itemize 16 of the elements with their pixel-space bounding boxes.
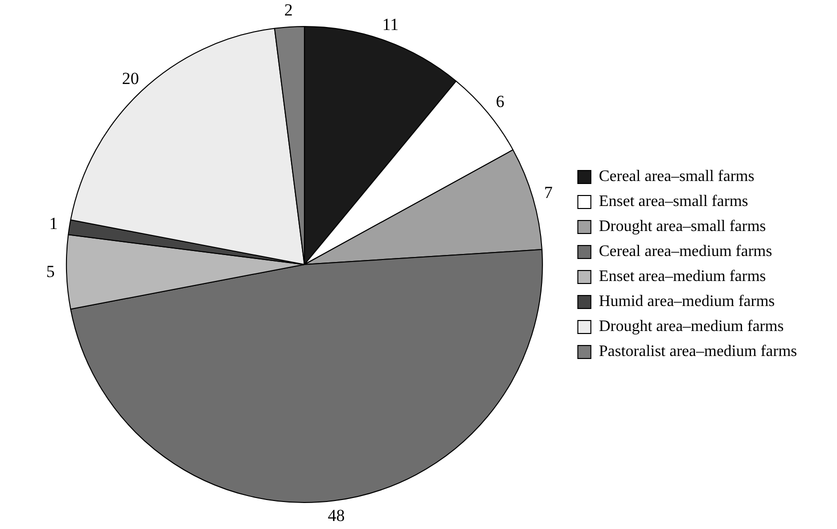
data-label: 5 — [46, 262, 55, 281]
legend-label: Cereal area–small farms — [598, 168, 754, 186]
legend-label: Pastoralist area–medium farms — [598, 343, 798, 360]
legend-label: Enset area–small farms — [598, 193, 748, 210]
data-label: 1 — [49, 214, 58, 234]
data-label: 48 — [328, 506, 345, 525]
legend-label: Enset area–medium farms — [598, 268, 766, 286]
legend-label: Drought area–medium farms — [598, 318, 784, 336]
data-label: 7 — [544, 183, 554, 202]
data-label: 20 — [122, 68, 140, 88]
data-label: 11 — [382, 14, 399, 34]
data-label: 6 — [496, 92, 504, 112]
legend-label: Drought area–small farms — [598, 218, 766, 236]
data-label: 2 — [284, 0, 293, 20]
legend-label: Humid area–medium farms — [598, 293, 775, 310]
legend-label: Cereal area–medium farms — [598, 243, 772, 260]
